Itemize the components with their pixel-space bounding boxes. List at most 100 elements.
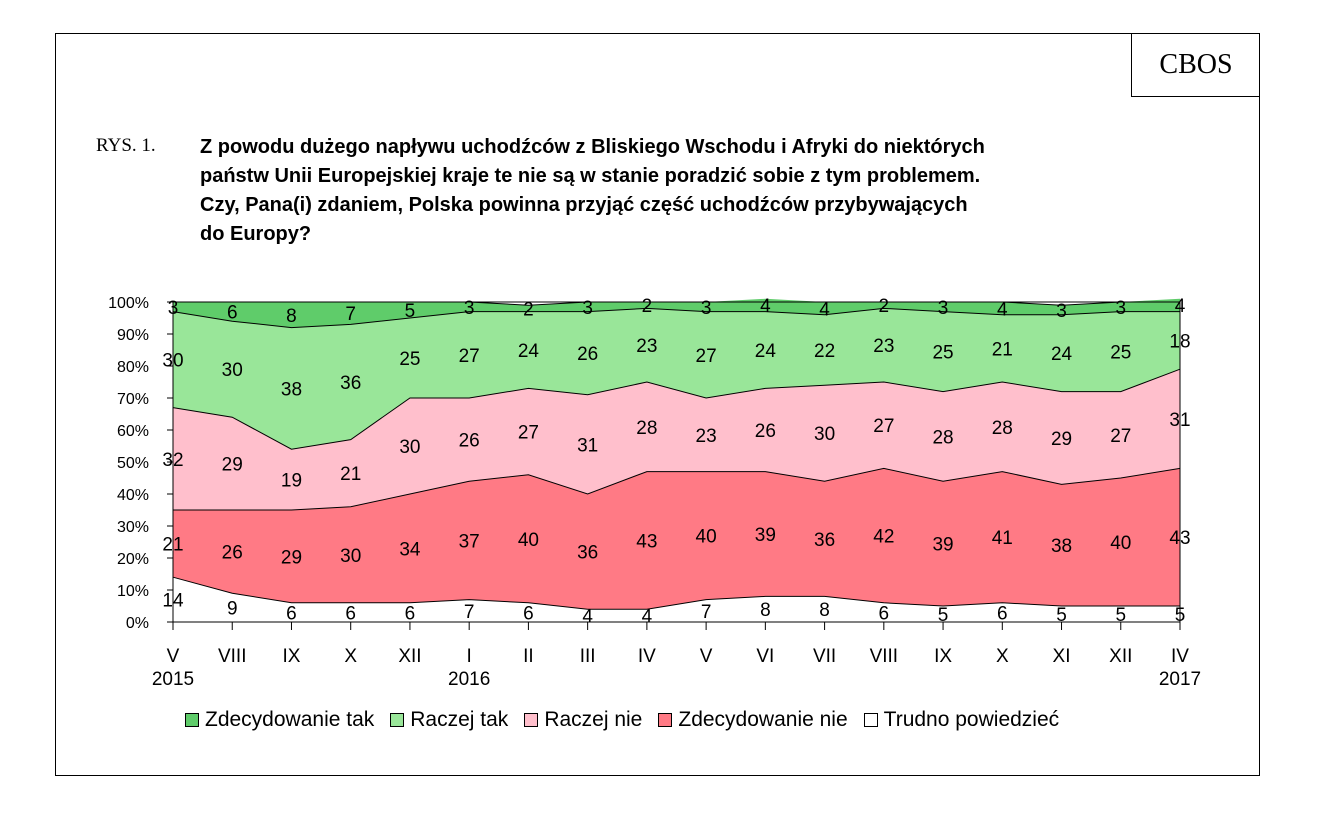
data-label: 8 [819,600,830,621]
data-label: 30 [222,360,243,381]
y-tick-label: 80% [117,359,149,376]
data-label: 6 [227,303,238,324]
x-tick-label: VIII [218,646,247,667]
data-label: 22 [814,341,835,362]
legend-label: Zdecydowanie tak [205,708,375,731]
series-area [173,308,1180,450]
data-label: 6 [405,603,416,624]
legend-label: Zdecydowanie nie [678,708,848,731]
x-tick-label: X [344,646,357,667]
x-tick-label: XI [1053,646,1071,667]
series-boundary-line [172,368,1181,450]
legend-label: Raczej tak [410,708,509,731]
data-label: 19 [281,471,302,492]
legend-swatch [863,713,878,727]
data-label: 25 [932,343,953,364]
series-boundary-line [172,307,1180,329]
x-tick-label: VI [756,646,774,667]
data-label: 42 [873,527,894,548]
data-label: 27 [1110,426,1131,447]
data-label: 38 [1051,536,1072,557]
data-label: 2 [523,299,534,320]
chart-title-line: państw Unii Europejskiej kraje te nie są… [200,165,981,187]
figure-frame [55,33,1260,776]
legend-label: Trudno powiedzieć [883,708,1060,731]
legend-swatch [390,713,405,727]
data-label: 31 [1169,410,1190,431]
data-label: 25 [399,349,420,370]
legend-item: Trudno powiedzieć [863,708,1060,732]
data-label: 39 [755,525,776,546]
legend-item: Raczej nie [524,708,642,732]
series-boundary-line [172,576,1180,610]
data-label: 2 [879,296,890,317]
data-label: 23 [696,426,717,447]
data-label: 36 [340,373,361,394]
data-label: 41 [992,528,1013,549]
data-label: 3 [938,298,949,319]
data-label: 38 [281,379,302,400]
data-label: 3 [464,298,475,319]
data-label: 27 [873,416,894,437]
data-label: 24 [518,341,540,362]
data-label: 7 [464,602,475,623]
data-label: 6 [345,603,356,624]
data-label: 29 [281,547,302,568]
data-label: 24 [755,341,777,362]
data-label: 27 [518,423,539,444]
y-tick-label: 10% [117,583,149,600]
data-label: 8 [286,306,297,327]
x-tick-label: II [523,646,534,667]
data-label: 6 [286,603,297,624]
data-label: 18 [1169,331,1190,352]
chart-legend: Zdecydowanie tak Raczej tak Raczej nie Zdec… [185,708,1075,732]
y-tick-label: 90% [117,327,149,344]
data-label: 40 [518,530,539,551]
data-label: 4 [582,607,593,628]
data-label: 4 [760,296,771,317]
legend-label: Raczej nie [544,708,643,731]
data-label: 5 [1175,605,1186,626]
data-label: 37 [459,531,480,552]
data-label: 4 [997,299,1008,320]
series-area [173,468,1180,610]
data-label: 3 [1056,301,1067,322]
data-label: 25 [1110,343,1131,364]
series-area [173,369,1180,510]
legend-item: Zdecydowanie tak [185,708,374,732]
data-label: 26 [459,431,480,452]
y-tick-label: 30% [117,519,149,536]
figure-label: RYS. 1. [96,135,156,156]
data-label: 4 [1175,296,1186,317]
legend-swatch [524,713,539,727]
legend-swatch [185,713,199,727]
x-tick-label: XII [398,646,421,667]
data-label: 27 [696,346,717,367]
data-label: 40 [1110,533,1131,554]
data-label: 28 [992,418,1013,439]
x-tick-label: IX [282,646,300,667]
data-label: 29 [1051,429,1072,450]
y-tick-label: 100% [108,295,149,312]
legend-item: Zdecydowanie nie [658,708,848,732]
data-label: 21 [340,464,361,485]
data-label: 3 [168,298,179,319]
x-year-label: 2015 [152,669,194,690]
chart-title-line: Czy, Pana(i) zdaniem, Polska powinna prz… [200,194,968,216]
data-label: 4 [642,607,653,628]
x-tick-label: III [580,646,596,667]
chart-title-line: Z powodu dużego napływu uchodźców z Blis… [200,136,985,158]
data-label: 3 [1115,298,1126,319]
data-label: 26 [577,344,598,365]
data-label: 43 [1169,528,1190,549]
x-tick-label: X [996,646,1009,667]
x-tick-label: IX [934,646,952,667]
x-tick-label: IV [638,646,656,667]
data-label: 34 [399,539,421,560]
series-area [173,577,1180,622]
data-label: 30 [340,546,361,567]
data-label: 36 [814,530,835,551]
y-tick-label: 70% [117,391,149,408]
legend-swatch [658,713,673,727]
